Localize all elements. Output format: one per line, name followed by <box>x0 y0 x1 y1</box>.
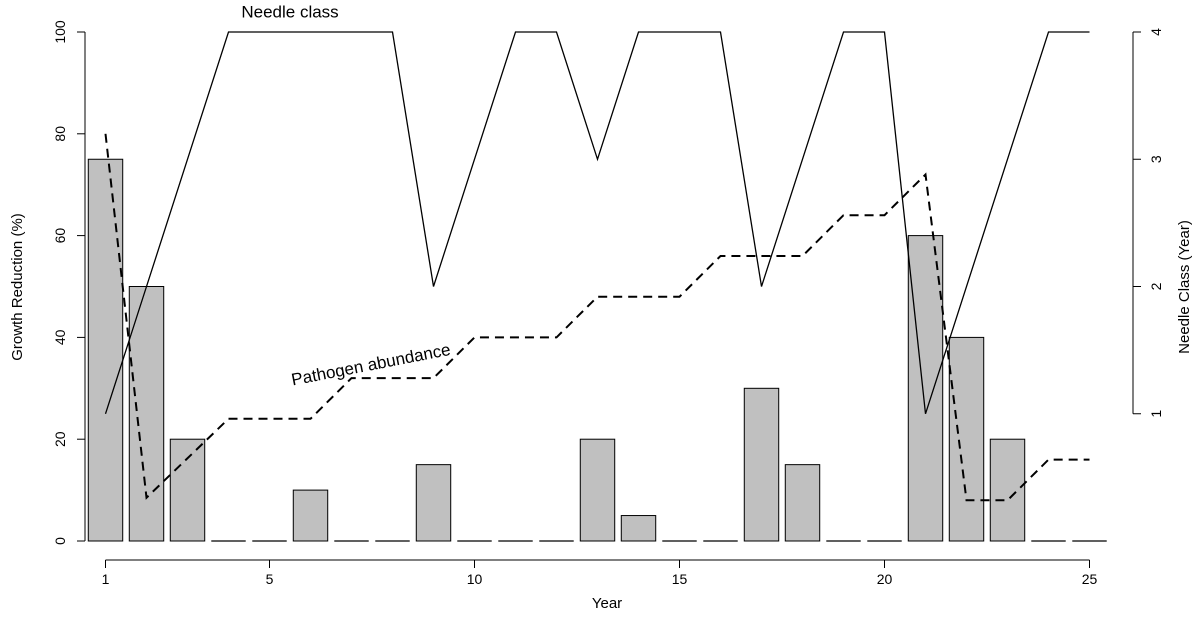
left-axis-tick-label: 40 <box>52 329 68 345</box>
y-axis-title: Growth Reduction (%) <box>9 213 26 361</box>
pathogen-abundance-line <box>104 133 1090 502</box>
bar <box>907 235 944 542</box>
bars <box>87 158 1107 542</box>
x-axis-title: Year <box>592 595 622 612</box>
x-axis-tick-label: 25 <box>1082 571 1098 587</box>
left-axis-tick-label: 60 <box>52 228 68 244</box>
bar <box>784 464 821 542</box>
right-axis-tick-label: 4 <box>1148 28 1164 36</box>
right-axis-tick-label: 3 <box>1148 155 1164 163</box>
x-axis-tick-label: 10 <box>467 571 483 587</box>
annotation-label: Needle class <box>241 3 338 22</box>
bar <box>415 464 452 542</box>
annotations: Needle class Pathogen abundance <box>241 3 452 390</box>
bar <box>579 438 616 542</box>
x-axis-tick-label: 1 <box>102 571 110 587</box>
bar <box>620 515 657 542</box>
bar <box>743 387 780 542</box>
needle-class-line <box>104 31 1090 414</box>
left-axis-tick-label: 0 <box>52 537 68 545</box>
bar <box>989 438 1026 542</box>
left-axis-tick-label: 100 <box>52 20 68 44</box>
left-axis-tick-label: 20 <box>52 431 68 447</box>
right-axis-tick-label: 2 <box>1148 282 1164 290</box>
right-axis-tick-label: 1 <box>1148 410 1164 418</box>
bar <box>948 336 985 542</box>
series-lines <box>104 31 1090 502</box>
bar <box>292 489 329 542</box>
right-axis: 1 2 3 4 <box>1132 28 1164 418</box>
bar <box>169 438 206 542</box>
x-axis-tick-label: 15 <box>672 571 688 587</box>
left-axis-tick-label: 80 <box>52 126 68 142</box>
left-axis: 0 20 40 60 80 100 <box>52 20 86 545</box>
bar <box>87 158 124 542</box>
x-axis-tick-label: 20 <box>877 571 893 587</box>
x-axis: 1 5 10 15 20 25 <box>102 559 1098 587</box>
x-axis-tick-label: 5 <box>266 571 274 587</box>
y2-axis-title: Needle Class (Year) <box>1176 220 1193 354</box>
annotation-label: Pathogen abundance <box>290 340 452 389</box>
